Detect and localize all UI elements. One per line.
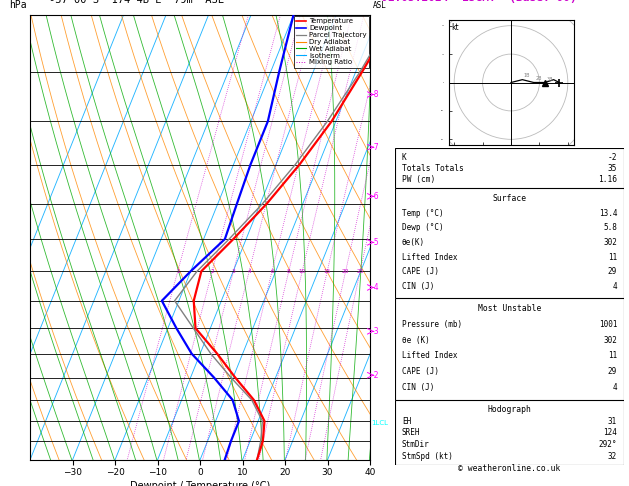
Text: Mixing Ratio (g/kg): Mixing Ratio (g/kg) xyxy=(396,201,405,274)
Text: © weatheronline.co.uk: © weatheronline.co.uk xyxy=(459,464,560,473)
Text: StmDir: StmDir xyxy=(402,440,430,449)
Text: -7: -7 xyxy=(372,143,379,152)
Text: 124: 124 xyxy=(603,428,617,437)
Text: Surface: Surface xyxy=(493,194,526,203)
Text: CAPE (J): CAPE (J) xyxy=(402,267,439,276)
Text: 1.16: 1.16 xyxy=(598,175,617,184)
Text: Pressure (mb): Pressure (mb) xyxy=(402,320,462,329)
Text: 4: 4 xyxy=(613,383,617,392)
Text: 35: 35 xyxy=(608,164,617,173)
Text: EH: EH xyxy=(402,417,411,426)
Text: 20: 20 xyxy=(342,269,349,274)
Text: 1LCL: 1LCL xyxy=(372,420,389,426)
Text: -37°00'S  174°4B'E  79m  ASL: -37°00'S 174°4B'E 79m ASL xyxy=(49,0,224,5)
Text: -5: -5 xyxy=(372,238,379,247)
Legend: Temperature, Dewpoint, Parcel Trajectory, Dry Adiabat, Wet Adiabat, Isotherm, Mi: Temperature, Dewpoint, Parcel Trajectory… xyxy=(294,17,369,68)
Text: 302: 302 xyxy=(603,336,617,345)
Text: 5.8: 5.8 xyxy=(603,223,617,232)
Text: 302: 302 xyxy=(603,238,617,247)
Text: CIN (J): CIN (J) xyxy=(402,383,434,392)
Text: 3B: 3B xyxy=(547,77,553,82)
Text: -4: -4 xyxy=(372,283,379,292)
Text: km
ASL: km ASL xyxy=(373,0,387,10)
Text: SREH: SREH xyxy=(402,428,420,437)
Text: -3: -3 xyxy=(372,327,379,336)
Text: 1001: 1001 xyxy=(599,320,617,329)
Text: CIN (J): CIN (J) xyxy=(402,282,434,291)
Text: 29: 29 xyxy=(608,367,617,376)
Text: 11: 11 xyxy=(608,253,617,261)
Text: PW (cm): PW (cm) xyxy=(402,175,435,184)
Text: θe (K): θe (K) xyxy=(402,336,430,345)
Text: 32: 32 xyxy=(608,452,617,461)
Text: Temp (°C): Temp (°C) xyxy=(402,208,443,218)
Text: -6: -6 xyxy=(372,192,379,201)
Text: Most Unstable: Most Unstable xyxy=(478,304,541,313)
Text: 10: 10 xyxy=(299,269,306,274)
Text: -2: -2 xyxy=(372,371,379,380)
Text: Totals Totals: Totals Totals xyxy=(402,164,464,173)
Text: 11: 11 xyxy=(608,351,617,360)
Text: Lifted Index: Lifted Index xyxy=(402,253,457,261)
Text: 01.05.2024  15GMT  (Base: 00): 01.05.2024 15GMT (Base: 00) xyxy=(381,0,577,3)
X-axis label: Dewpoint / Temperature (°C): Dewpoint / Temperature (°C) xyxy=(130,481,270,486)
Text: K: K xyxy=(402,153,406,161)
Text: 8: 8 xyxy=(287,269,291,274)
Text: θe(K): θe(K) xyxy=(402,238,425,247)
Text: 1B: 1B xyxy=(524,73,530,78)
Text: 4: 4 xyxy=(613,282,617,291)
Text: 15: 15 xyxy=(323,269,331,274)
Text: 2B: 2B xyxy=(535,76,542,81)
Text: 25: 25 xyxy=(357,269,364,274)
Text: StmSpd (kt): StmSpd (kt) xyxy=(402,452,453,461)
Text: 3: 3 xyxy=(231,269,235,274)
Text: Dewp (°C): Dewp (°C) xyxy=(402,223,443,232)
Text: -2: -2 xyxy=(608,153,617,161)
Text: 2: 2 xyxy=(210,269,214,274)
Text: 13.4: 13.4 xyxy=(599,208,617,218)
Text: 31: 31 xyxy=(608,417,617,426)
Text: kt: kt xyxy=(452,23,459,32)
Text: 4: 4 xyxy=(247,269,251,274)
Text: Hodograph: Hodograph xyxy=(487,405,532,414)
Text: -8: -8 xyxy=(372,90,379,99)
Text: CAPE (J): CAPE (J) xyxy=(402,367,439,376)
Text: 29: 29 xyxy=(608,267,617,276)
Text: 6: 6 xyxy=(270,269,274,274)
Text: hPa: hPa xyxy=(9,0,27,10)
Text: 1: 1 xyxy=(176,269,179,274)
Text: 292°: 292° xyxy=(599,440,617,449)
Text: Lifted Index: Lifted Index xyxy=(402,351,457,360)
